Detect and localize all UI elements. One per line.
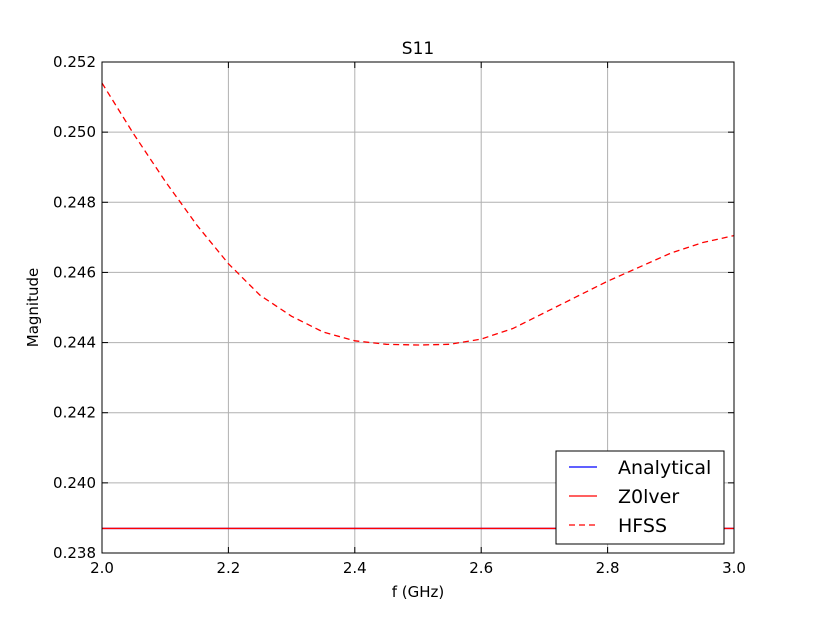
- ticks: 2.0 2.2 2.4 2.6 2.8 3.0 0.238 0.240 0.242 0.244 0.…: [53, 53, 746, 577]
- legend-label: HFSS: [618, 515, 667, 537]
- legend: Analytical Z0lver HFSS: [555, 450, 725, 545]
- y-tick-label: 0.244: [53, 334, 96, 352]
- plot-frame: [101, 61, 735, 554]
- y-tick-label: 0.242: [53, 404, 96, 422]
- legend-label: Analytical: [618, 457, 711, 479]
- y-tick-label: 0.250: [53, 123, 96, 141]
- y-tick-label: 0.252: [53, 53, 96, 71]
- series-line-hfss: [101, 82, 735, 346]
- x-axis-label: f (GHz): [392, 583, 445, 601]
- x-tick-label: 2.6: [469, 559, 493, 577]
- y-tick-label: 0.248: [53, 193, 96, 211]
- legend-label: Z0lver: [618, 486, 679, 508]
- x-tick-label: 2.0: [90, 559, 114, 577]
- y-tick-label: 0.240: [53, 474, 96, 492]
- x-tick-label: 2.2: [216, 559, 240, 577]
- x-tick-label: 2.8: [596, 559, 620, 577]
- y-tick-label: 0.238: [53, 544, 96, 562]
- x-tick-label: 3.0: [722, 559, 746, 577]
- y-tick-label: 0.246: [53, 263, 96, 281]
- y-axis-label: Magnitude: [24, 268, 42, 347]
- chart-title: S11: [402, 39, 434, 59]
- x-tick-label: 2.4: [343, 559, 367, 577]
